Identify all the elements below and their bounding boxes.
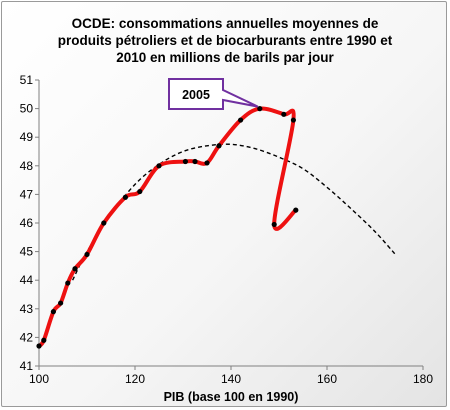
series-line (37, 106, 298, 348)
data-point (192, 158, 198, 165)
axes (35, 79, 424, 370)
data-point (271, 221, 277, 228)
data-point (84, 251, 90, 258)
title-line-2: produits pétroliers et de biocarburants … (57, 33, 393, 48)
data-series (36, 106, 299, 349)
y-tick-label: 49 (20, 130, 34, 144)
y-tick-label: 48 (20, 159, 34, 173)
data-point (122, 194, 128, 200)
data-point (72, 266, 78, 272)
y-tick-label: 41 (20, 359, 34, 373)
data-point (182, 158, 188, 165)
data-point (58, 300, 64, 306)
data-point (65, 280, 71, 286)
data-point (156, 163, 162, 169)
y-tick-label: 44 (20, 273, 34, 287)
x-tick-label: 160 (317, 372, 337, 386)
data-point (257, 106, 263, 112)
year-callout: 2005 (168, 78, 259, 110)
y-tick-label: 50 (20, 102, 34, 116)
y-tick-labels: 41 42 43 44 45 46 47 48 49 50 51 (20, 73, 34, 373)
x-tick-label: 180 (413, 372, 433, 386)
y-tick-label: 51 (20, 73, 34, 87)
data-point (137, 188, 143, 195)
trend-curve (71, 143, 398, 281)
data-point (41, 337, 47, 343)
callout-box (168, 78, 259, 110)
data-point (238, 117, 244, 123)
data-point (281, 111, 287, 117)
data-point (50, 309, 57, 315)
x-tick-labels: 100 120 140 160 180 (29, 372, 433, 386)
x-axis-label: PIB (base 100 en 1990) (164, 390, 299, 404)
data-point (101, 220, 107, 226)
chart-title: OCDE: consommations annuelles moyennes d… (20, 15, 430, 66)
data-point (216, 143, 222, 149)
title-line-1: OCDE: consommations annuelles moyennes d… (71, 16, 379, 31)
y-tick-label: 42 (20, 330, 34, 344)
x-tick-label: 100 (29, 372, 49, 386)
y-tick-label: 46 (20, 216, 34, 230)
x-tick-label: 140 (221, 372, 241, 386)
y-tick-label: 47 (20, 187, 34, 201)
data-point (36, 343, 42, 349)
trend-line (71, 143, 398, 281)
y-tick-label: 43 (20, 302, 34, 316)
data-point (204, 160, 210, 166)
callout-label: 2005 (182, 88, 210, 102)
title-line-3: 2010 en millions de barils par jour (116, 50, 334, 65)
data-point (290, 117, 296, 123)
data-point (293, 207, 299, 213)
x-tick-label: 120 (125, 372, 145, 386)
y-tick-label: 45 (20, 245, 34, 259)
